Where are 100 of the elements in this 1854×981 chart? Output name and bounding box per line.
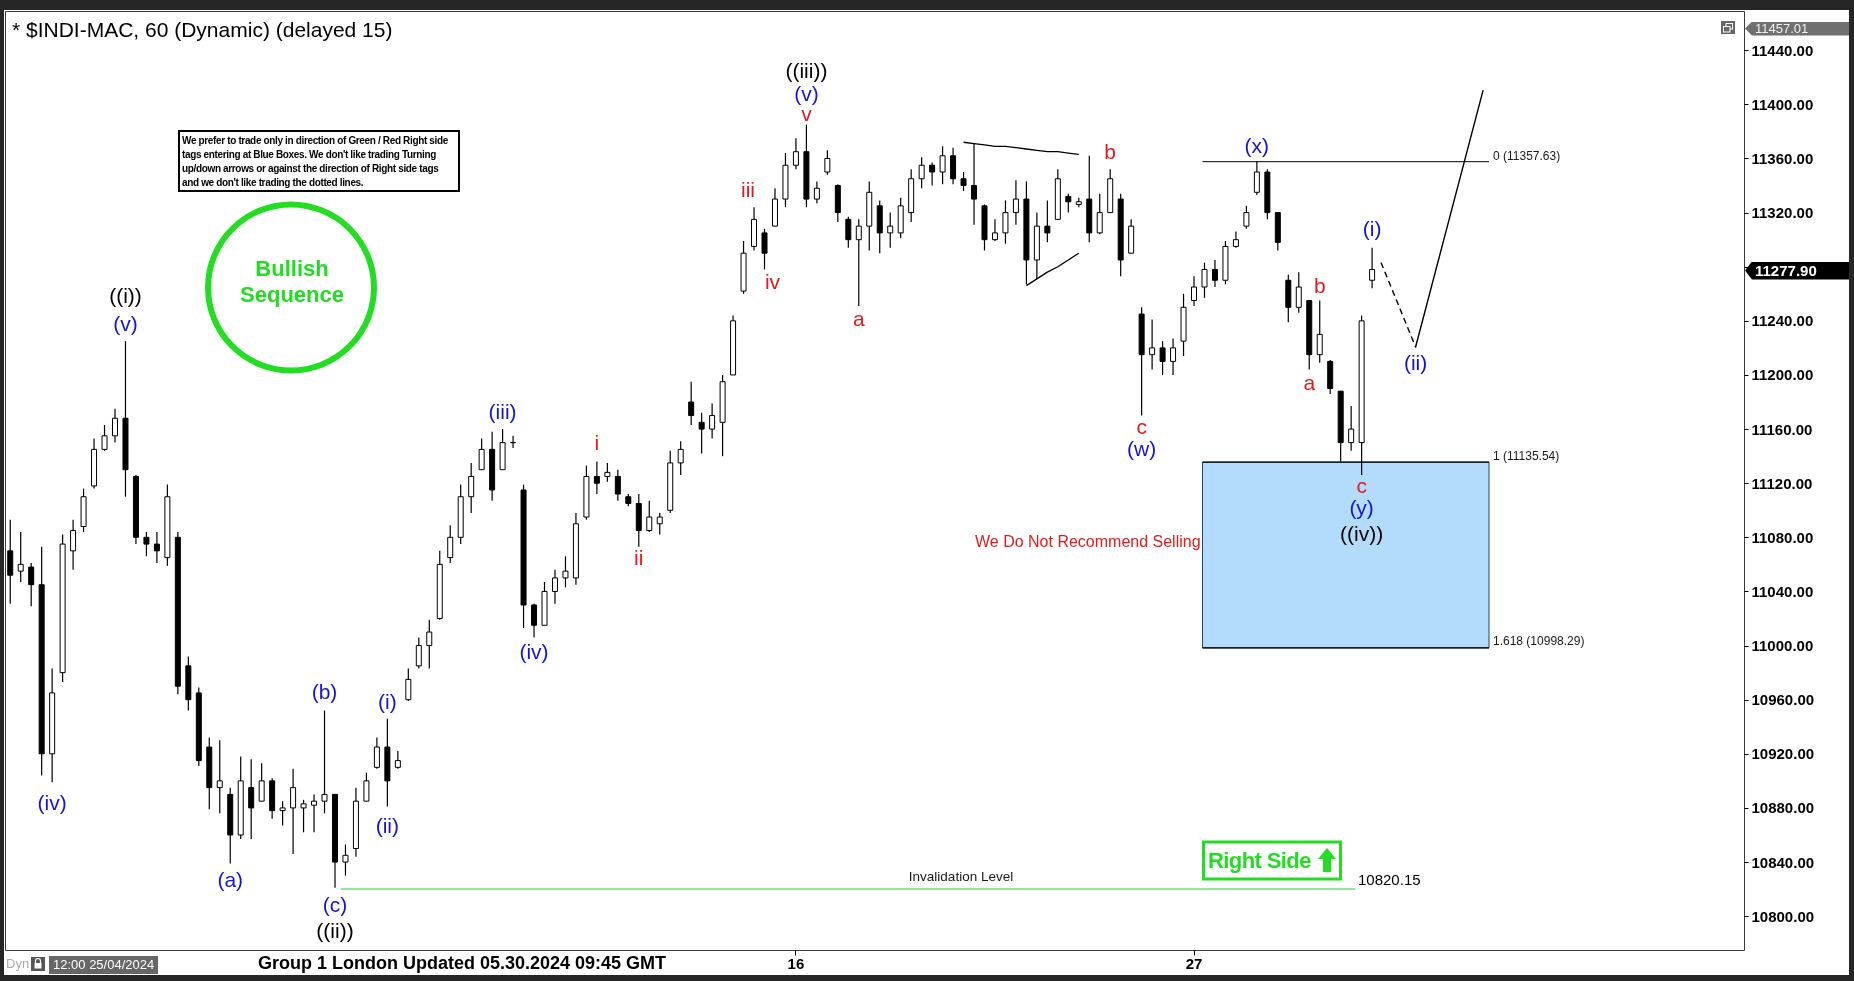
annotation: (iv) — [37, 791, 67, 815]
candlestick — [939, 145, 946, 185]
candlestick — [153, 531, 160, 564]
candlestick — [1065, 193, 1072, 214]
candlestick — [855, 218, 862, 307]
candlestick — [950, 147, 957, 185]
candlestick — [373, 736, 380, 770]
annotation: iii — [741, 178, 756, 202]
ref-line-label: 1 (11135.54) — [1493, 449, 1560, 464]
text: 11277.90 — [1755, 261, 1817, 280]
candlestick — [1002, 199, 1009, 245]
candlestick — [761, 228, 768, 271]
candlestick — [698, 412, 705, 455]
candlestick — [426, 619, 433, 670]
candlestick — [813, 180, 820, 204]
candlestick — [929, 161, 936, 187]
candlestick — [447, 524, 454, 564]
candlestick — [112, 408, 118, 444]
candlestick — [1191, 275, 1198, 307]
annotation: (a) — [217, 868, 244, 892]
candlestick — [792, 137, 799, 170]
text: 12:00 25/04/2024 — [49, 956, 159, 974]
y-tick-label: 11440.00 — [1751, 41, 1814, 59]
candlestick — [960, 171, 967, 192]
candlestick — [991, 218, 998, 242]
annotation: ((iv)) — [1340, 522, 1384, 546]
candlestick — [918, 156, 925, 189]
ref-line-label: 0 (11357.63) — [1493, 148, 1561, 163]
annotation: c — [1356, 474, 1367, 498]
annotation: (iv) — [519, 640, 549, 664]
candlestick — [1012, 179, 1019, 226]
annotation: (y) — [1349, 496, 1374, 520]
annotation: (v) — [113, 312, 138, 336]
candlestick — [258, 762, 265, 802]
annotation: ((iii)) — [785, 58, 828, 82]
candlestick — [290, 768, 297, 855]
candlestick — [1201, 262, 1208, 299]
annotation: (c) — [322, 892, 348, 916]
candlestick — [311, 793, 318, 833]
text: Group 1 London Updated 05.30.2024 09:45 GMT — [258, 952, 667, 974]
annotation: a — [1303, 370, 1316, 394]
candlestick — [405, 667, 412, 702]
annotation: Right Side — [1208, 848, 1311, 874]
chart-title: * $INDI-MAC, 60 (Dynamic) (delayed 15) — [12, 17, 393, 42]
annotation: (x) — [1244, 134, 1270, 158]
candlestick — [1149, 318, 1156, 371]
candlestick — [531, 603, 538, 639]
annotation: (b) — [311, 679, 338, 703]
candlestick — [551, 569, 558, 605]
text: 11457.01 — [1755, 20, 1809, 36]
candlestick — [604, 462, 611, 483]
candlestick — [415, 636, 422, 670]
annotation: a — [852, 306, 865, 330]
annotation: (i) — [378, 689, 397, 713]
candlestick — [478, 437, 485, 471]
annotation: (iii) — [488, 400, 517, 424]
candlestick — [70, 519, 77, 571]
annotation: (w) — [1127, 436, 1157, 460]
candlestick — [1348, 405, 1355, 452]
x-tick-label: 27 — [1185, 954, 1203, 972]
ref-line-label: Invalidation Level — [908, 868, 1014, 884]
candlestick — [887, 212, 894, 249]
annotation: (i) — [1362, 216, 1382, 240]
text: Dyn — [6, 956, 30, 972]
annotation: ii — [634, 545, 644, 569]
y-tick-label: 11040.00 — [1751, 582, 1814, 600]
candlestick — [1369, 247, 1376, 289]
candlestick — [1211, 259, 1218, 288]
y-tick-label: 10920.00 — [1751, 745, 1815, 763]
candlestick — [1316, 299, 1323, 364]
annotation: c — [1136, 414, 1147, 438]
y-tick-label: 11240.00 — [1751, 312, 1814, 330]
candlestick — [216, 739, 223, 814]
candlestick — [1243, 205, 1250, 230]
y-tick-label: 11160.00 — [1751, 420, 1813, 438]
y-tick-label: 11400.00 — [1751, 95, 1814, 113]
candlestick — [300, 799, 307, 833]
y-tick-label: 11120.00 — [1751, 474, 1813, 492]
candlestick — [656, 512, 663, 536]
annotation: b — [1104, 140, 1117, 164]
candlestick — [709, 402, 716, 440]
y-tick-label: 10880.00 — [1751, 799, 1815, 817]
candlestick — [562, 555, 569, 588]
candlestick — [677, 440, 684, 476]
candlestick — [468, 462, 475, 514]
candlestick — [28, 562, 35, 607]
annotation: We Do Not Recommend Selling — [975, 531, 1201, 551]
candlestick — [363, 772, 370, 802]
y-tick-label: 11320.00 — [1751, 204, 1814, 222]
y-tick-label: 10960.00 — [1751, 691, 1815, 709]
candlestick — [614, 469, 621, 502]
annotation: 10820.15 — [1358, 871, 1421, 889]
candlestick — [143, 531, 150, 557]
candlestick — [1295, 271, 1302, 314]
candlestick — [1044, 199, 1051, 243]
annotation: ((i)) — [109, 284, 142, 308]
candlestick — [1096, 193, 1103, 235]
candlestick — [845, 216, 852, 249]
candlestick — [342, 843, 349, 877]
annotation: iv — [764, 270, 781, 294]
